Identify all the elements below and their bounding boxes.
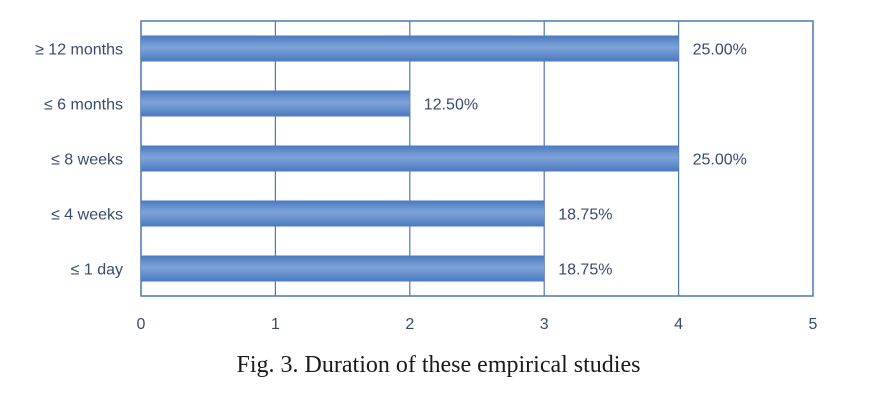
category-label: ≤ 1 day — [71, 262, 123, 279]
x-tick-label: 4 — [674, 316, 683, 333]
bars — [141, 35, 679, 282]
figure-caption: Fig. 3. Duration of these empirical stud… — [236, 352, 641, 378]
data-label: 12.50% — [424, 97, 478, 114]
bar — [141, 255, 545, 282]
data-label: 18.75% — [558, 262, 612, 279]
bar — [141, 90, 410, 117]
x-tick-label: 3 — [540, 316, 549, 333]
data-label: 25.00% — [693, 152, 747, 169]
x-tick-label: 1 — [271, 316, 280, 333]
category-label: ≤ 4 weeks — [51, 207, 123, 224]
data-label: 18.75% — [558, 207, 612, 224]
bar — [141, 200, 545, 227]
x-axis-tick-labels: 0 1 2 3 4 5 — [137, 316, 818, 333]
data-labels: 25.00% 12.50% 25.00% 18.75% 18.75% — [424, 42, 747, 279]
x-tick-label: 5 — [809, 316, 818, 333]
x-tick-label: 0 — [137, 316, 146, 333]
category-labels: ≥ 12 months ≤ 6 months ≤ 8 weeks ≤ 4 weeks ≤… — [35, 42, 123, 279]
bar — [141, 145, 679, 172]
bar — [141, 35, 679, 62]
category-label: ≤ 8 weeks — [51, 152, 123, 169]
category-label: ≤ 6 months — [44, 97, 123, 114]
category-label: ≥ 12 months — [35, 42, 123, 59]
data-label: 25.00% — [693, 42, 747, 59]
x-tick-label: 2 — [405, 316, 414, 333]
